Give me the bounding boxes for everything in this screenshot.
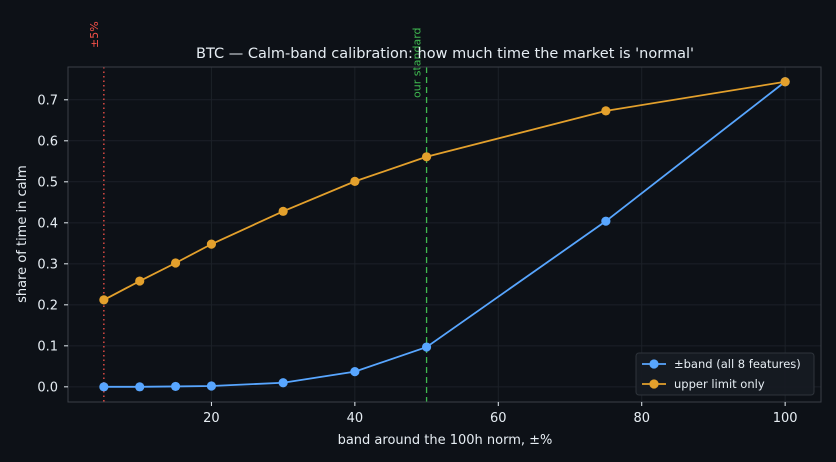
data-point-upper — [206, 239, 217, 249]
legend-swatch-marker — [649, 379, 659, 389]
data-point-upper — [350, 176, 360, 187]
y-tick-label: 0.3 — [37, 257, 58, 272]
y-axis-label: share of time in calm — [15, 165, 30, 303]
y-tick-label: 0.0 — [37, 380, 58, 395]
x-tick-label: 20 — [203, 411, 220, 426]
data-point-upper — [170, 258, 181, 268]
reference-label-5pct: ±5% — [88, 21, 101, 48]
plot-area — [68, 67, 821, 402]
legend-entry-label: ±band (all 8 features) — [674, 357, 801, 371]
data-point-upper — [135, 276, 145, 286]
data-point-upper — [99, 295, 109, 305]
data-point-upper — [421, 152, 432, 162]
y-tick-label: 0.4 — [37, 216, 58, 231]
data-point-band — [350, 367, 360, 377]
y-tick-label: 0.6 — [37, 134, 58, 149]
data-point-upper — [278, 206, 288, 216]
x-axis-label: band around the 100h norm, ±% — [338, 433, 553, 448]
data-point-band — [99, 382, 109, 392]
y-tick-label: 0.2 — [37, 298, 58, 313]
axes-frame — [67, 66, 822, 403]
y-tick-label: 0.5 — [37, 175, 58, 190]
data-point-band — [206, 381, 217, 391]
chart-title: BTC — Calm-band calibration: how much ti… — [196, 46, 694, 62]
data-point-upper — [601, 106, 611, 116]
data-point-band — [170, 381, 181, 392]
data-point-upper — [780, 77, 790, 87]
y-tick-label: 0.7 — [37, 93, 58, 108]
reference-label-standard: our standard — [411, 27, 424, 98]
x-tick-label: 100 — [773, 411, 798, 426]
x-tick-label: 40 — [347, 411, 364, 426]
legend-entry-label: upper limit only — [674, 377, 765, 391]
data-point-band — [601, 216, 611, 226]
data-point-band — [278, 378, 288, 388]
legend: ±band (all 8 features) upper limit only — [635, 352, 815, 396]
grid — [68, 67, 821, 402]
x-tick-label: 60 — [490, 411, 507, 426]
x-tick-label: 80 — [633, 411, 650, 426]
data-point-band — [421, 342, 432, 352]
y-tick-label: 0.1 — [37, 339, 58, 354]
legend-swatch-marker — [649, 359, 659, 369]
data-point-band — [135, 382, 145, 392]
legend-box — [635, 352, 815, 396]
